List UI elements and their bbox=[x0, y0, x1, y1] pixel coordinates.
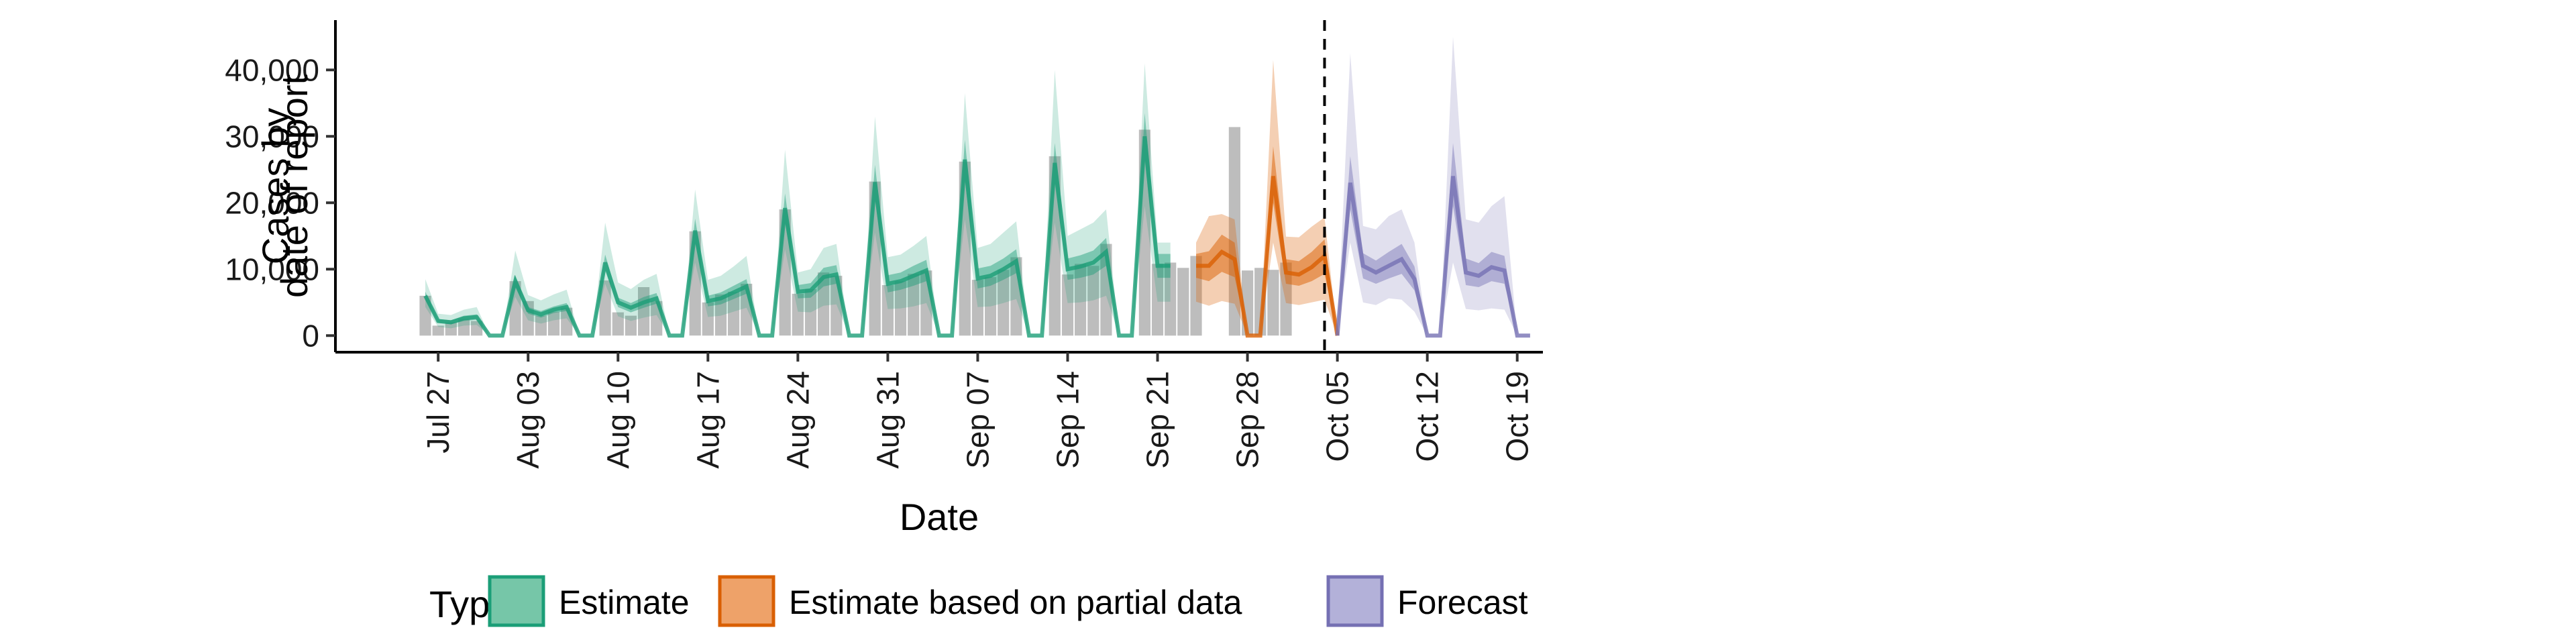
y-axis-title-line: date of report bbox=[273, 74, 315, 299]
legend-label: Estimate based on partial data bbox=[789, 584, 1242, 621]
reported-cases-bar bbox=[908, 274, 920, 336]
y-tick-label: 40,000 bbox=[225, 52, 319, 87]
reported-cases-bar bbox=[445, 322, 457, 336]
x-tick-label: Aug 10 bbox=[600, 371, 635, 469]
y-tick-label: 10,000 bbox=[225, 252, 319, 286]
y-axis-title-line: Cases by bbox=[254, 108, 297, 264]
reported-cases-bar bbox=[535, 315, 547, 336]
reported-cases-bar bbox=[547, 311, 560, 336]
forecast-90-band bbox=[1337, 36, 1530, 336]
reported-cases-bar bbox=[458, 319, 470, 336]
reported-cases-bar bbox=[625, 315, 637, 336]
x-tick-label: Aug 03 bbox=[511, 371, 545, 469]
x-tick-label: Oct 19 bbox=[1500, 371, 1535, 462]
reported-cases-bar bbox=[985, 277, 997, 336]
x-tick-label: Sep 28 bbox=[1230, 371, 1265, 469]
y-tick-label: 20,000 bbox=[225, 185, 319, 220]
reported-cases-bar bbox=[702, 302, 714, 336]
estimate-90-band bbox=[425, 63, 1171, 336]
x-tick-label: Sep 21 bbox=[1140, 371, 1175, 469]
reported-cases-bar bbox=[432, 325, 444, 336]
x-tick-label: Sep 07 bbox=[960, 371, 995, 469]
forecast-median-line bbox=[1335, 176, 1530, 338]
estimate-median-line bbox=[423, 136, 1171, 338]
x-axis-title: Date bbox=[900, 496, 979, 538]
x-tick-label: Sep 14 bbox=[1051, 371, 1085, 469]
reported-cases-bar bbox=[714, 294, 727, 336]
x-tick-label: Jul 27 bbox=[421, 371, 455, 453]
reported-cases-bar bbox=[1061, 274, 1074, 336]
x-tick-label: Aug 17 bbox=[690, 371, 725, 469]
reported-cases-bar bbox=[728, 291, 740, 336]
reported-cases-bar bbox=[599, 280, 611, 336]
legend-key bbox=[488, 575, 545, 627]
partial-median-line bbox=[1196, 176, 1340, 338]
ribbon-layer bbox=[423, 36, 1530, 338]
reported-cases-bar bbox=[1075, 264, 1087, 336]
x-tick-label: Oct 05 bbox=[1320, 371, 1355, 462]
legend-label: Estimate bbox=[559, 584, 690, 621]
reported-cases-bar bbox=[792, 293, 804, 336]
reported-cases-bar bbox=[881, 285, 894, 336]
reported-cases-bar bbox=[818, 272, 830, 336]
reported-cases-bar bbox=[894, 281, 907, 336]
legend-label: Forecast bbox=[1397, 584, 1528, 621]
partial-90-band bbox=[1196, 60, 1338, 336]
y-tick-label: 30,000 bbox=[225, 119, 319, 154]
reported-cases-bar bbox=[1267, 270, 1279, 336]
reported-cases-bar bbox=[1165, 262, 1177, 336]
x-tick-label: Aug 31 bbox=[870, 371, 905, 469]
reported-cases-bar bbox=[1151, 264, 1164, 336]
reported-cases-bar bbox=[1177, 268, 1189, 336]
y-tick-label: 0 bbox=[302, 318, 319, 353]
reported-cases-bar bbox=[804, 288, 817, 336]
x-tick-label: Aug 24 bbox=[780, 371, 815, 469]
reported-cases-bar bbox=[612, 312, 624, 336]
chart-svg: 0 10,000 20,000 30,000 40,000 Jul 27 Aug 03 Aug… bbox=[225, 20, 1543, 627]
x-tick-label: Oct 12 bbox=[1410, 371, 1445, 462]
axes bbox=[326, 20, 1543, 362]
legend-key bbox=[1326, 575, 1384, 627]
reported-cases-bar bbox=[1087, 266, 1099, 336]
legend: Type Estimate Estimate based on partial da… bbox=[429, 575, 1528, 627]
reported-cases-bar bbox=[638, 287, 650, 336]
axis-labels: 0 10,000 20,000 30,000 40,000 Jul 27 Aug 03 Aug… bbox=[225, 52, 1534, 538]
reported-cases-bar bbox=[971, 280, 983, 336]
legend-key bbox=[718, 575, 775, 627]
reported-cases-bar bbox=[998, 270, 1010, 336]
